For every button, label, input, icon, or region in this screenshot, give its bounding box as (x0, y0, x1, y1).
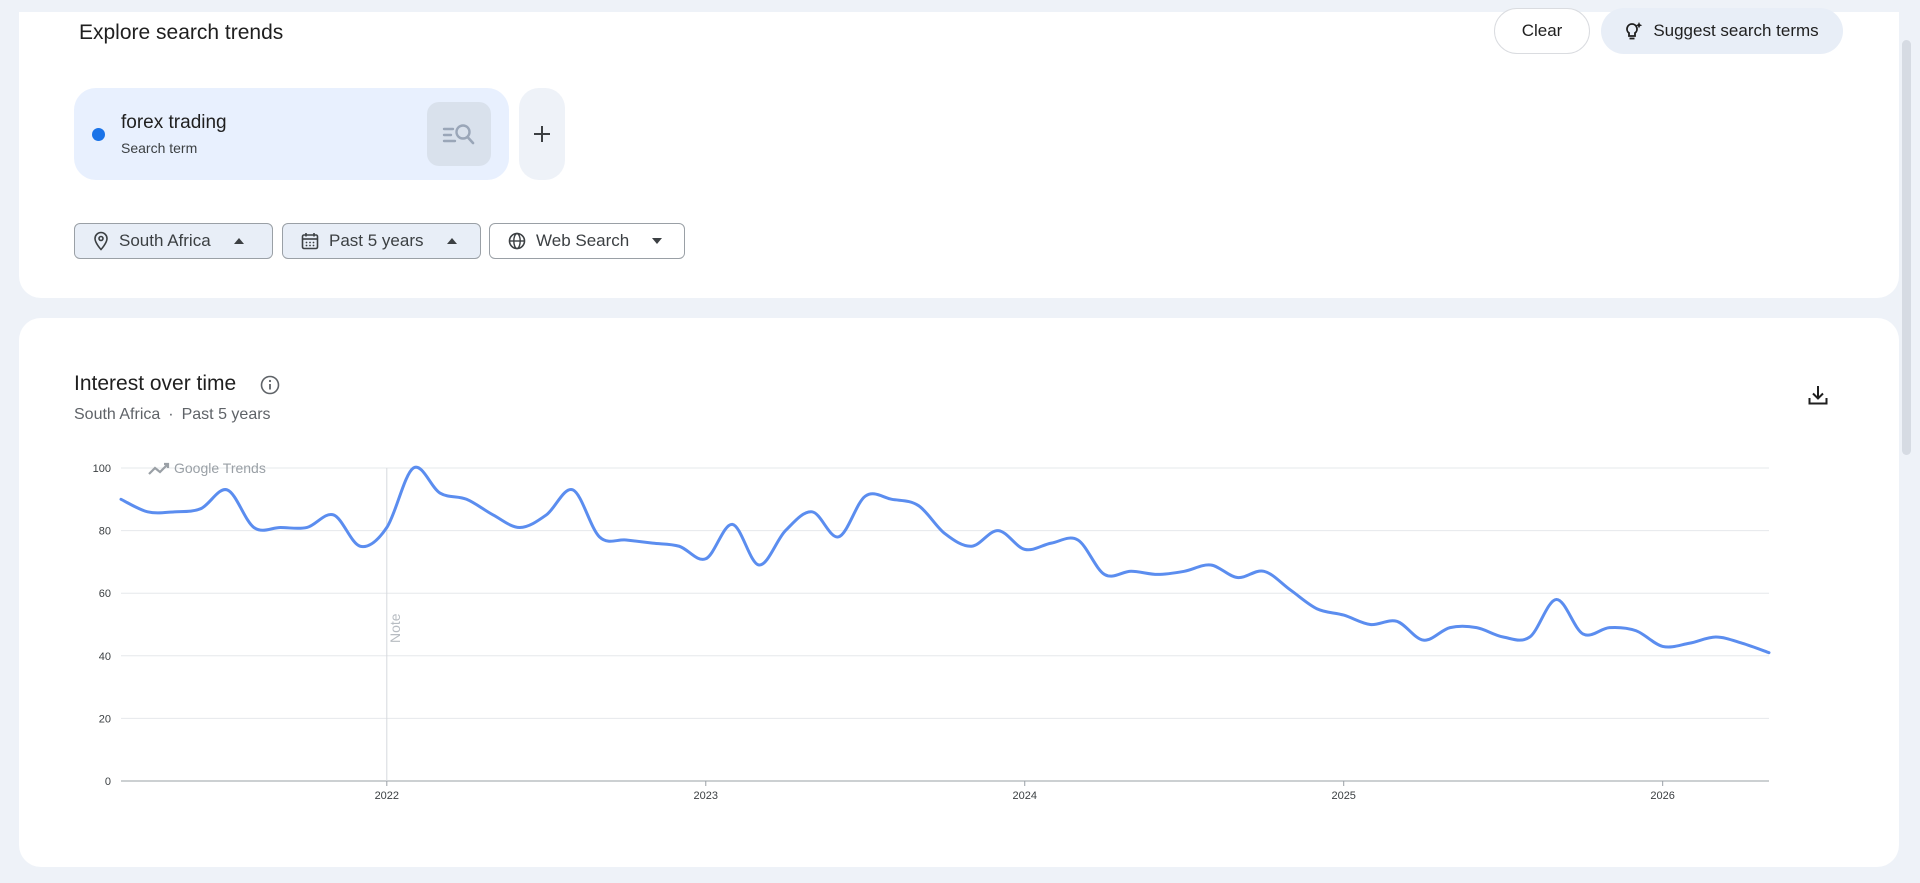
search-type-filter-label: Web Search (536, 231, 630, 250)
location-filter[interactable]: South Africa (74, 223, 273, 259)
x-tick-label: 2024 (1012, 790, 1036, 802)
caret-down-icon (652, 238, 663, 244)
explore-title: Explore search trends (79, 21, 284, 44)
caret-up-icon (233, 238, 244, 244)
x-tick-label: 2026 (1650, 790, 1674, 802)
series-line-forex-trading (119, 465, 1771, 655)
y-tick-label: 40 (99, 651, 111, 663)
trending-up-icon (148, 462, 170, 475)
x-tick-label: 2025 (1331, 790, 1355, 802)
search-term-chip[interactable]: forex trading Search term (74, 88, 509, 180)
y-tick-label: 60 (99, 588, 111, 600)
term-color-dot (92, 128, 105, 141)
term-type: Search term (121, 140, 198, 156)
interest-over-time-card: Interest over time South Africa · Past 5 y… (19, 318, 1899, 867)
google-trends-watermark: Google Trends (148, 460, 266, 476)
term-name[interactable]: forex trading (121, 112, 227, 133)
time-range-filter[interactable]: Past 5 years (282, 223, 481, 259)
subtitle-time: Past 5 years (181, 406, 271, 423)
list-search-icon (442, 124, 475, 145)
y-tick-label: 20 (99, 713, 111, 725)
note-annotation-label: Note (387, 613, 403, 643)
chart-subtitle: South Africa · Past 5 years (74, 406, 271, 424)
x-tick-label: 2023 (694, 790, 718, 802)
x-tick-label: 2022 (375, 790, 399, 802)
term-search-button[interactable] (427, 102, 491, 166)
y-tick-label: 100 (93, 463, 111, 475)
page-scrollbar[interactable] (1902, 40, 1911, 455)
suggest-search-terms-button[interactable]: Suggest search terms (1601, 8, 1843, 54)
add-term-button[interactable] (519, 88, 565, 180)
suggest-search-terms-label: Suggest search terms (1653, 21, 1819, 40)
globe-icon (508, 232, 526, 250)
lightbulb-sparkle-icon (1626, 22, 1643, 40)
clear-button[interactable]: Clear (1494, 8, 1590, 54)
y-tick-label: 80 (99, 526, 111, 538)
watermark-text: Google Trends (174, 460, 266, 476)
chart-title: Interest over time (74, 372, 237, 395)
interest-line-chart: 0 20 40 60 80 100 2022 2023 2024 2025 2026 Note Goog… (93, 460, 1771, 802)
time-range-filter-label: Past 5 years (329, 231, 424, 250)
info-icon[interactable] (260, 375, 280, 395)
caret-up-icon (446, 238, 457, 244)
location-filter-label: South Africa (119, 231, 211, 250)
subtitle-location: South Africa (74, 406, 161, 423)
y-tick-label: 0 (105, 776, 111, 788)
search-type-filter[interactable]: Web Search (489, 223, 685, 259)
subtitle-separator: · (168, 406, 174, 423)
location-pin-icon (94, 231, 108, 251)
explore-card: Explore search trends Clear Suggest sear… (19, 8, 1899, 298)
calendar-icon (301, 233, 319, 250)
download-icon[interactable] (1807, 384, 1829, 406)
plus-icon (534, 126, 550, 142)
